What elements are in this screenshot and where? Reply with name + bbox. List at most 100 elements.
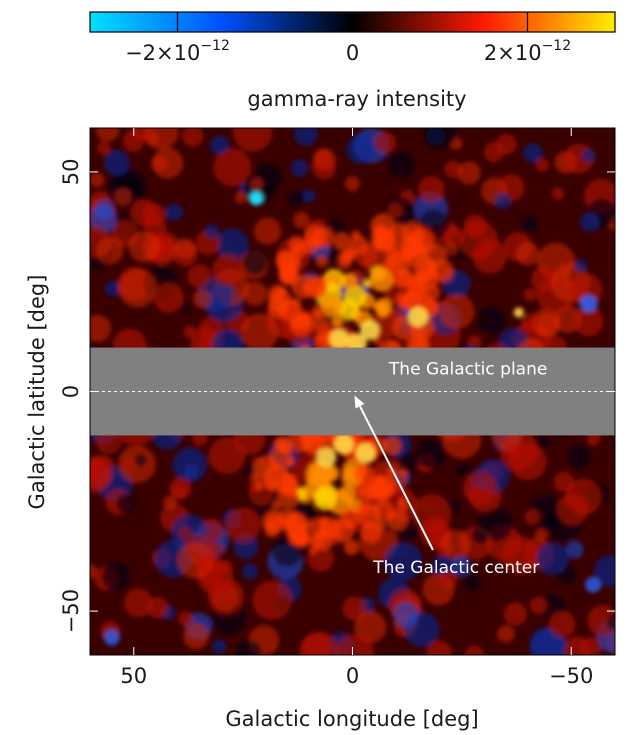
intensity-blob	[348, 235, 369, 256]
intensity-blob	[96, 141, 111, 156]
intensity-blob	[463, 214, 487, 238]
intensity-blob	[371, 499, 395, 523]
intensity-blob	[503, 602, 528, 626]
intensity-blob	[443, 227, 465, 248]
intensity-blob	[104, 280, 121, 297]
intensity-blob	[387, 151, 416, 179]
x-tick-label: 0	[346, 664, 359, 688]
intensity-blob	[356, 501, 371, 516]
intensity-blob	[594, 555, 615, 587]
intensity-blob	[535, 435, 550, 450]
intensity-blob	[103, 149, 130, 176]
intensity-blob	[337, 298, 360, 321]
intensity-blob	[471, 526, 490, 544]
intensity-blob	[333, 434, 354, 455]
intensity-blob	[354, 611, 387, 643]
intensity-blob	[312, 155, 337, 180]
intensity-blob	[344, 176, 360, 192]
intensity-blob	[249, 191, 264, 206]
intensity-blob	[399, 468, 408, 478]
intensity-blob	[234, 191, 247, 204]
masked-galactic-plane-band	[90, 347, 615, 436]
plot-area: 50 0 −50 50 0 −50	[59, 127, 616, 688]
intensity-blob	[524, 509, 541, 525]
galactic-center-arrow	[359, 405, 434, 551]
intensity-blob	[207, 578, 244, 615]
intensity-blob	[520, 215, 539, 234]
intensity-blob	[208, 437, 246, 475]
intensity-blob	[212, 254, 244, 286]
intensity-blob	[298, 534, 310, 546]
intensity-blob	[316, 255, 328, 268]
intensity-blob	[536, 542, 569, 575]
intensity-blob	[339, 509, 360, 530]
intensity-blob	[280, 442, 293, 455]
intensity-blob	[235, 639, 263, 655]
intensity-blob	[232, 128, 273, 152]
intensity-blob	[523, 287, 537, 302]
intensity-blob	[152, 147, 184, 179]
intensity-blob	[209, 135, 230, 155]
intensity-blob	[397, 496, 407, 505]
intensity-blob	[457, 462, 472, 478]
intensity-blob	[134, 453, 148, 467]
intensity-blob	[411, 493, 452, 534]
intensity-blob	[288, 235, 305, 253]
intensity-blob	[387, 202, 404, 219]
intensity-blob	[95, 236, 124, 265]
intensity-blob	[116, 493, 137, 514]
intensity-blob	[329, 328, 350, 349]
intensity-blob	[580, 212, 600, 233]
intensity-blob	[277, 508, 299, 529]
intensity-blob	[313, 316, 330, 333]
annotations: The Galactic plane The Galactic center	[354, 359, 547, 578]
intensity-blob	[406, 245, 429, 268]
intensity-blob	[131, 128, 154, 141]
intensity-blob	[240, 313, 279, 352]
intensity-blob	[130, 199, 158, 227]
x-axis-ticks: 50 0 −50	[120, 128, 593, 688]
galactic-center-arrowhead	[354, 395, 365, 409]
intensity-blob	[360, 468, 369, 477]
intensity-blob	[282, 472, 293, 483]
intensity-blob	[606, 613, 615, 630]
intensity-blob	[204, 224, 220, 240]
intensity-blob	[95, 128, 120, 142]
intensity-blob	[102, 562, 131, 591]
intensity-blob	[360, 320, 380, 341]
intensity-blob	[114, 188, 132, 206]
y-tick-label: 50	[59, 159, 83, 186]
intensity-blob	[293, 211, 310, 229]
intensity-blob	[340, 273, 358, 290]
intensity-blob	[374, 131, 397, 154]
intensity-blob	[494, 192, 511, 210]
colorbar-tick-label: 2×10−12	[484, 38, 571, 65]
x-axis-title: Galactic longitude [deg]	[225, 707, 478, 731]
intensity-blob	[308, 546, 318, 555]
intensity-blob	[371, 478, 394, 502]
intensity-blob	[360, 521, 382, 544]
intensity-blob	[513, 307, 524, 318]
intensity-blob	[567, 444, 592, 469]
intensity-blob	[174, 238, 196, 259]
intensity-blob	[187, 264, 212, 289]
intensity-blob	[465, 645, 484, 655]
intensity-blob	[313, 486, 338, 511]
intensity-blob	[183, 463, 199, 479]
intensity-blob	[193, 289, 213, 309]
intensity-blob	[382, 436, 402, 456]
intensity-blob	[290, 159, 309, 177]
intensity-blob	[305, 461, 332, 487]
intensity-blob	[422, 128, 458, 150]
x-tick-label: 50	[120, 664, 147, 688]
intensity-blob	[198, 553, 220, 575]
intensity-blob	[147, 597, 169, 619]
intensity-blob	[439, 571, 458, 589]
intensity-blob	[408, 306, 429, 327]
intensity-blob	[414, 265, 440, 291]
intensity-blob	[529, 596, 548, 615]
x-tick-label: −50	[549, 664, 593, 688]
intensity-blob	[287, 189, 305, 207]
colorbar-tick-label: −2×10−12	[125, 38, 230, 65]
